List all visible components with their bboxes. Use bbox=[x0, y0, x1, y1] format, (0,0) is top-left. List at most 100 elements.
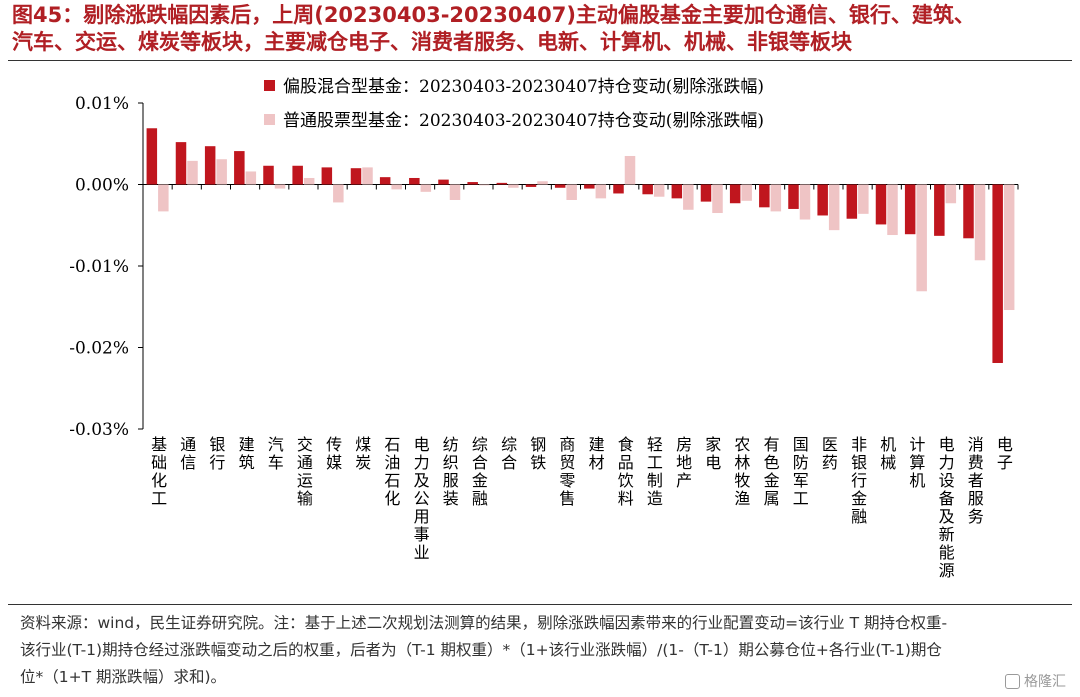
bar-hybrid-fund bbox=[525, 184, 537, 187]
bar-stock-fund bbox=[391, 184, 402, 190]
x-category-label: 机械 bbox=[877, 436, 896, 472]
bar-stock-fund bbox=[478, 184, 490, 186]
legend-label: 普通股票型基金：20230403-20230407持仓变动(剔除涨跌幅) bbox=[283, 111, 764, 131]
bar-hybrid-fund bbox=[759, 184, 770, 208]
bar-stock-fund bbox=[799, 184, 811, 220]
x-category-label: 综合 bbox=[498, 436, 517, 472]
x-category-label: 建筑 bbox=[236, 436, 255, 472]
x-category-label: 房地产 bbox=[673, 436, 692, 490]
x-category-label: 电力及公用事业 bbox=[411, 436, 430, 562]
y-tick-label: 0.00% bbox=[75, 176, 129, 196]
bar-hybrid-fund bbox=[554, 184, 566, 188]
bar-stock-fund bbox=[333, 184, 344, 203]
bar-hybrid-fund bbox=[350, 168, 362, 185]
x-category-label: 综合金融 bbox=[469, 436, 488, 508]
x-category-label: 汽车 bbox=[265, 436, 284, 472]
y-tick-label: -0.03% bbox=[69, 420, 129, 440]
bar-stock-fund bbox=[916, 184, 927, 292]
bar-stock-fund bbox=[595, 184, 607, 199]
legend-swatch bbox=[264, 114, 275, 125]
x-category-label: 商贸零售 bbox=[556, 436, 575, 508]
bar-stock-fund bbox=[741, 184, 752, 201]
x-category-label: 医药 bbox=[819, 436, 838, 472]
bar-hybrid-fund bbox=[321, 167, 333, 185]
bar-hybrid-fund bbox=[875, 184, 887, 225]
figure-title-line-2: 汽车、交运、煤炭等板块，主要减仓电子、消费者服务、电新、计算机、机械、非银等板块 bbox=[12, 30, 852, 54]
x-category-label: 银行 bbox=[206, 436, 225, 472]
footer-divider bbox=[8, 604, 1072, 605]
x-category-label: 煤炭 bbox=[352, 436, 371, 472]
bar-stock-fund bbox=[712, 184, 723, 214]
bar-stock-fund bbox=[566, 184, 577, 200]
x-category-label: 轻工制造 bbox=[644, 436, 663, 508]
source-note-line-1: 资料来源：wind，民生证券研究院。注：基于上述二次规划法测算的结果，剔除涨跌幅… bbox=[20, 614, 948, 632]
glh-logo-icon bbox=[1005, 673, 1020, 689]
bar-hybrid-fund bbox=[496, 182, 508, 185]
source-note-line-2: 该行业(T-1)期持仓经过涨跌幅变动之后的权重，后者为（T-1 期权重）*（1+… bbox=[20, 641, 942, 659]
x-category-label: 食品饮料 bbox=[615, 436, 634, 508]
legend-label: 偏股混合型基金：20230403-20230407持仓变动(剔除涨跌幅) bbox=[283, 77, 764, 97]
x-category-label: 家电 bbox=[702, 436, 721, 472]
bar-stock-fund bbox=[653, 184, 665, 197]
x-category-label: 基础化工 bbox=[148, 436, 167, 508]
bar-hybrid-fund bbox=[817, 184, 828, 216]
bar-hybrid-fund bbox=[904, 184, 916, 235]
bar-hybrid-fund bbox=[642, 184, 653, 195]
bar-stock-fund bbox=[216, 159, 227, 185]
x-category-label: 非银行金融 bbox=[848, 436, 867, 526]
bar-stock-fund bbox=[158, 184, 169, 212]
title-divider bbox=[8, 60, 1072, 61]
bar-hybrid-fund bbox=[992, 184, 1003, 363]
bar-hybrid-fund bbox=[234, 151, 245, 185]
bar-hybrid-fund bbox=[409, 177, 420, 185]
x-category-label: 交通运输 bbox=[294, 436, 313, 508]
bar-hybrid-fund bbox=[729, 184, 741, 204]
bar-stock-fund bbox=[858, 184, 869, 214]
bar-hybrid-fund bbox=[700, 184, 712, 202]
x-category-label: 有色金属 bbox=[761, 436, 780, 508]
x-category-label: 传媒 bbox=[323, 436, 342, 472]
source-note: 资料来源：wind，民生证券研究院。注：基于上述二次规划法测算的结果，剔除涨跌幅… bbox=[20, 610, 1070, 691]
bar-stock-fund bbox=[828, 184, 840, 231]
y-tick-label: 0.01% bbox=[75, 94, 129, 114]
bar-stock-fund bbox=[624, 155, 636, 185]
bar-hybrid-fund bbox=[613, 184, 624, 194]
bar-hybrid-fund bbox=[963, 184, 974, 239]
legend-swatch bbox=[264, 80, 275, 91]
x-category-label: 建材 bbox=[586, 436, 605, 472]
bar-hybrid-fund bbox=[671, 184, 683, 199]
bar-stock-fund bbox=[449, 184, 461, 200]
bar-stock-fund bbox=[274, 184, 286, 189]
bar-stock-fund bbox=[245, 171, 257, 185]
bar-hybrid-fund bbox=[467, 182, 478, 185]
x-category-label: 通信 bbox=[177, 436, 196, 472]
x-category-label: 纺织服装 bbox=[440, 436, 459, 508]
bar-chart: 0.01% 0.00% -0.01% -0.02% -0.03% 基础化工 通信 银行 建筑 汽车… bbox=[69, 77, 1019, 580]
bar-stock-fund bbox=[537, 181, 548, 185]
x-category-label: 消费者服务 bbox=[965, 436, 984, 526]
bar-stock-fund bbox=[974, 184, 986, 261]
bar-stock-fund bbox=[1003, 184, 1015, 311]
bar-hybrid-fund bbox=[175, 142, 187, 185]
bar-stock-fund bbox=[187, 160, 198, 185]
x-category-label: 电子 bbox=[994, 436, 1013, 472]
bar-stock-fund bbox=[508, 184, 519, 188]
bar-stock-fund bbox=[420, 184, 432, 192]
bar-hybrid-fund bbox=[263, 165, 274, 185]
x-category-label: 石油石化 bbox=[381, 436, 400, 508]
watermark: 格隆汇 bbox=[1005, 671, 1066, 691]
x-category-label: 钢铁 bbox=[527, 436, 546, 472]
bar-hybrid-fund bbox=[584, 184, 595, 189]
bar-stock-fund bbox=[770, 184, 782, 212]
bar-stock-fund bbox=[887, 184, 898, 236]
watermark-text: 格隆汇 bbox=[1024, 674, 1066, 690]
y-tick-label: -0.01% bbox=[69, 257, 129, 277]
bar-hybrid-fund bbox=[438, 179, 449, 185]
x-category-label: 计算机 bbox=[906, 436, 925, 490]
bar-hybrid-fund bbox=[292, 165, 303, 185]
bar-stock-fund bbox=[362, 167, 373, 185]
y-tick-label: -0.02% bbox=[69, 339, 129, 359]
bar-hybrid-fund bbox=[846, 184, 858, 219]
figure-title-line-1: 图45：剔除涨跌幅因素后，上周(20230403-20230407)主动偏股基金… bbox=[12, 3, 975, 27]
bar-hybrid-fund bbox=[204, 146, 216, 185]
